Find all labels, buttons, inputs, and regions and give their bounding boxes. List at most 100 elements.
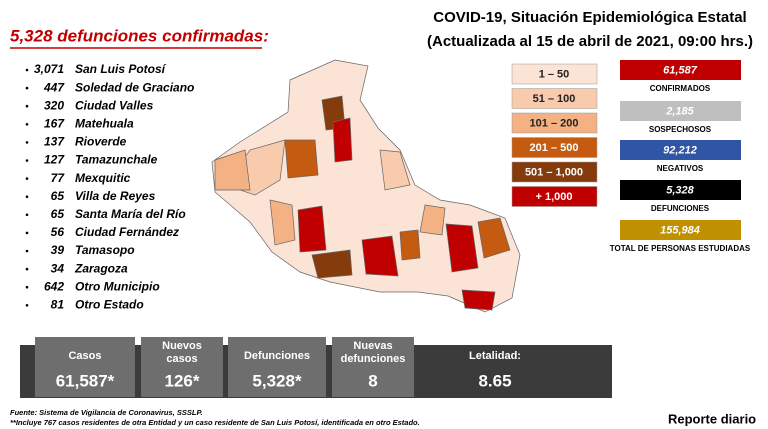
death-count: 642 (44, 279, 64, 293)
municipality-name: Otro Estado (75, 297, 144, 311)
stat-label: TOTAL DE PERSONAS ESTUDIADAS (610, 244, 751, 253)
summary-value: 5,328* (252, 371, 302, 390)
bullet (25, 231, 29, 235)
stat-label: SOSPECHOSOS (649, 125, 712, 134)
municipality-name: Soledad de Graciano (75, 80, 194, 94)
summary-label-line: defunciones (341, 353, 406, 365)
map-region (361, 235, 399, 277)
summary-value: 8 (368, 371, 377, 390)
legend-swatch (511, 112, 598, 134)
legend-label: 201 – 500 (530, 142, 579, 154)
summary-label: Defunciones (244, 350, 310, 362)
map-region (379, 149, 411, 191)
bullet (25, 304, 29, 307)
stat-box (620, 60, 741, 80)
legend-label: 51 – 100 (533, 93, 576, 105)
bullet (25, 195, 29, 198)
summary-label: Nuevos casos (162, 340, 202, 365)
municipality-name: Ciudad Fernández (75, 225, 179, 239)
legend-label: 1 – 50 (539, 68, 570, 80)
legend-label: 101 – 200 (530, 117, 579, 129)
municipality-name: Mexquitic (75, 171, 131, 185)
summary-label: Casos (68, 350, 101, 362)
death-count: 127 (44, 153, 65, 167)
legend: 1 – 50 51 – 100 101 – 200 201 – 500 501 – 1,… (511, 63, 598, 207)
map-region (297, 205, 327, 253)
death-count: 447 (43, 80, 65, 94)
stat-box (620, 101, 741, 121)
map-region (214, 149, 251, 191)
summary-label: Letalidad: (469, 350, 521, 362)
municipality-name: Ciudad Valles (75, 98, 154, 112)
municipality-name: Zaragoza (74, 261, 128, 275)
stat-value: 61,587 (663, 64, 698, 76)
summary-value: 61,587* (56, 371, 115, 390)
map-region (445, 223, 479, 273)
bullet (25, 104, 29, 108)
report-label: Reporte diario (668, 411, 756, 426)
municipality-name: Tamazunchale (75, 153, 158, 167)
municipality-name: San Luis Potosí (75, 62, 167, 76)
summary-tile (332, 337, 414, 397)
stat-value: 155,984 (660, 224, 700, 236)
stat-box (620, 220, 741, 240)
legend-label: + 1,000 (535, 191, 572, 203)
municipality-name: Rioverde (75, 135, 127, 149)
summary-label-line: casos (166, 353, 197, 365)
summary-label-line: Nuevas (353, 340, 392, 352)
summary-value: 8.65 (478, 371, 511, 390)
summary-label-line: Nuevos (162, 340, 202, 352)
map-region (332, 117, 353, 163)
title: COVID-19, Situación Epidemiológica Estat… (433, 9, 746, 26)
summary-label: Nuevas defunciones (341, 340, 406, 365)
legend-swatch (511, 137, 598, 158)
bullet (25, 213, 29, 217)
death-count: 34 (51, 261, 65, 275)
municipality-name: Matehuala (75, 116, 134, 130)
municipality-name: Tamasopo (75, 243, 135, 257)
map-region (399, 229, 421, 261)
stats: 61,587 CONFIRMADOS 2,185 SOSPECHOSOS 92,212 N… (610, 60, 751, 253)
summary: Casos 61,587* Nuevos casos 126* Defunciones 5,… (35, 337, 521, 397)
stat-label-line: TOTAL DE PERSONAS ESTUDIADAS (610, 244, 751, 253)
bullet (25, 159, 29, 162)
map-outline (211, 59, 521, 313)
stat-value: 92,212 (663, 144, 697, 156)
map-region (311, 249, 353, 279)
map-region (419, 204, 446, 236)
death-count: 320 (44, 98, 64, 112)
map-region (284, 139, 319, 179)
bullet (25, 267, 29, 271)
bullet (25, 177, 29, 180)
municipality-list: 3,071 San Luis Potosí 447 Soledad de Gracia… (25, 62, 194, 311)
bullet (25, 141, 29, 144)
municipality-name: Otro Municipio (75, 279, 160, 293)
municipality-name: Santa María del Río (75, 207, 186, 221)
legend-label: 501 – 1,000 (525, 166, 583, 178)
death-count: 77 (51, 171, 66, 185)
summary-tile (141, 337, 223, 397)
map-region (461, 289, 496, 311)
stat-box (620, 180, 741, 200)
bullet (25, 86, 29, 90)
note: **Incluye 767 casos residentes de otra E… (10, 418, 420, 427)
death-count: 65 (51, 189, 65, 203)
death-count: 167 (44, 116, 65, 130)
summary-value: 126* (165, 371, 200, 390)
map (211, 59, 521, 313)
map-region (477, 217, 511, 259)
legend-swatch (511, 63, 598, 85)
legend-swatch (511, 88, 598, 109)
bullet (25, 123, 29, 126)
death-count: 137 (44, 135, 65, 149)
summary-tile (35, 337, 135, 397)
stat-value: 5,328 (666, 184, 694, 196)
stat-label: NEGATIVOS (657, 164, 704, 173)
stat-value: 2,185 (665, 105, 694, 117)
source: Fuente: Sistema de Vigilancia de Coronav… (10, 408, 203, 417)
title: (Actualizada al 15 de abril de 2021, 09:… (427, 33, 753, 50)
bullet (25, 68, 29, 72)
death-count: 39 (51, 243, 65, 257)
